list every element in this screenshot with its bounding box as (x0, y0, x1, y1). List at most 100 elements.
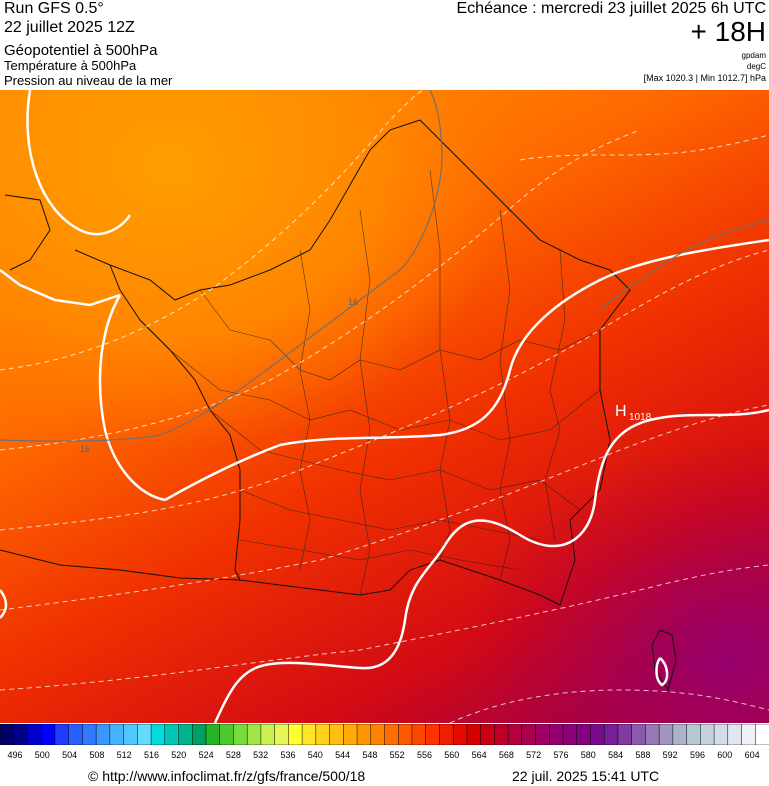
department-borders (169, 169, 601, 596)
source-url: © http://www.infoclimat.fr/z/gfs/france/… (88, 768, 366, 784)
color-scale-swatch (82, 724, 97, 745)
color-scale-tick: 568 (498, 750, 514, 760)
color-scale-tick: 592 (662, 750, 678, 760)
color-scale-swatch (54, 724, 70, 745)
color-scale-tick: 508 (89, 750, 105, 760)
isotherm-label-1: 16 (348, 297, 358, 307)
color-scale-swatch (219, 724, 235, 745)
color-scale-swatch (164, 724, 180, 745)
color-scale-swatch (178, 724, 194, 745)
run-date: 22 juillet 2025 12Z (4, 19, 135, 36)
color-scale-swatch (576, 724, 592, 745)
unit-gpdam: gpdam (741, 51, 766, 60)
high-pressure-value: 1018 (629, 412, 652, 423)
color-scale-swatch (603, 724, 619, 745)
color-scale-swatch (95, 724, 111, 745)
color-scale-tick: 540 (307, 750, 323, 760)
color-scale-tick: 556 (416, 750, 433, 760)
geopotential-contours (0, 90, 769, 723)
color-scale-swatch (192, 724, 207, 745)
map-canvas: 16 16 H 1018 (0, 90, 769, 723)
color-scale-swatch (507, 724, 523, 745)
isotherm-label-2: 16 (80, 444, 90, 454)
color-scale-tick: 500 (34, 750, 50, 760)
color-scale-tick: 600 (717, 750, 733, 760)
color-scale-swatch (260, 724, 276, 745)
run-title: Run GFS 0.5° (4, 0, 104, 17)
color-scale-swatch (329, 724, 345, 745)
southeast-shading (0, 90, 769, 723)
isotherms (0, 90, 769, 442)
color-scale-tick: 528 (225, 750, 241, 760)
pressure-range: [Max 1020.3 | Min 1012.7] hPa (643, 73, 766, 83)
color-scale-swatch (274, 724, 290, 745)
color-scale-swatch (0, 724, 15, 745)
color-scale-swatch (672, 724, 688, 745)
unit-degc: degC (746, 62, 766, 71)
color-scale-swatch (549, 724, 564, 745)
isobars (0, 90, 769, 723)
color-scale-tick: 560 (444, 750, 460, 760)
color-scale-swatch (233, 724, 248, 745)
color-scale-swatch (631, 724, 647, 745)
color-scale-swatch (384, 724, 399, 745)
color-scale-swatch (755, 724, 769, 745)
color-scale-swatch (27, 724, 42, 745)
color-scale-swatch (480, 724, 496, 745)
color-scale-swatch (68, 724, 84, 745)
color-scale-swatch (123, 724, 139, 745)
color-scale-swatch (686, 724, 702, 745)
echeance-label: Echéance : mercredi 23 juillet 2025 6h U… (456, 0, 767, 17)
render-timestamp: 22 juil. 2025 15:41 UTC (512, 768, 660, 784)
color-scale-swatch (713, 724, 729, 745)
color-scale-swatch (343, 724, 358, 745)
color-scale-tick: 516 (143, 750, 160, 760)
color-scale-swatch (535, 724, 551, 745)
color-scale-tick: 596 (689, 750, 706, 760)
color-scale-bar (0, 724, 769, 745)
color-scale-tick: 496 (7, 750, 23, 760)
coastlines (0, 119, 677, 692)
color-scale-swatch (727, 724, 743, 745)
color-scale-swatch (645, 724, 660, 745)
high-pressure-marker: H (615, 403, 627, 420)
color-scale-swatch (246, 724, 262, 745)
color-scale-swatch (439, 724, 454, 745)
color-scale-swatch (452, 724, 468, 745)
color-scale-swatch (741, 724, 757, 745)
color-scale-tick: 580 (580, 750, 596, 760)
color-scale-swatch (205, 724, 221, 745)
color-scale-swatch (137, 724, 152, 745)
color-scale-tick: 548 (362, 750, 378, 760)
color-scale-swatch (494, 724, 509, 745)
color-scale-swatch (370, 724, 386, 745)
color-scale-swatch (13, 724, 29, 745)
color-scale-tick: 572 (526, 750, 542, 760)
color-scale-tick: 520 (171, 750, 187, 760)
color-scale-swatch (562, 724, 578, 745)
color-scale-swatch (397, 724, 413, 745)
color-scale-tick: 552 (389, 750, 405, 760)
color-scale-labels: 496 500 504 508 512 516 520 524 528 532 536 540 544 5… (0, 750, 769, 762)
color-scale-swatch (425, 724, 441, 745)
color-scale-swatch (356, 724, 372, 745)
field-temperature: Température à 500hPa (4, 58, 137, 73)
color-scale-swatch (590, 724, 605, 745)
color-scale-swatch (617, 724, 633, 745)
color-scale-tick: 576 (553, 750, 569, 760)
color-scale-swatch (109, 724, 125, 745)
color-scale-tick: 584 (608, 750, 624, 760)
color-scale-tick: 604 (744, 750, 760, 760)
color-scale-swatch (521, 724, 537, 745)
color-scale-swatch (40, 724, 56, 745)
color-scale-tick: 524 (198, 750, 214, 760)
color-scale-tick: 504 (62, 750, 78, 760)
lead-time: + 18H (690, 16, 767, 47)
color-scale-swatch (150, 724, 166, 745)
color-scale-tick: 544 (335, 750, 351, 760)
color-scale-swatch (658, 724, 674, 745)
color-scale-tick: 512 (116, 750, 132, 760)
color-scale-tick: 564 (471, 750, 487, 760)
color-scale-swatch (301, 724, 317, 745)
color-scale-swatch (288, 724, 303, 745)
